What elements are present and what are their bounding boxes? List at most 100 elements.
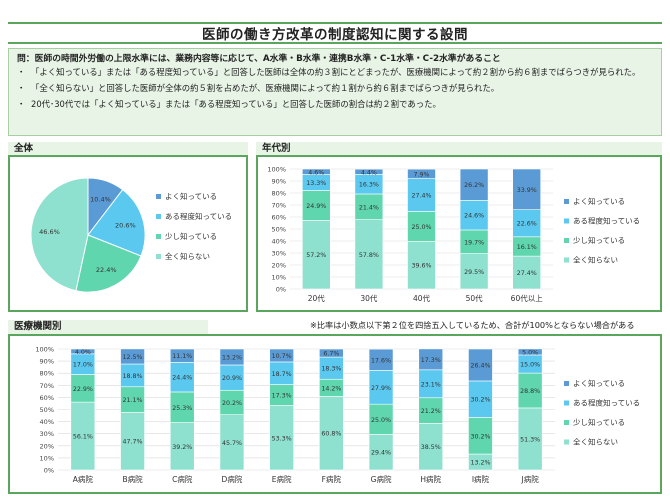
hospital-legend-swatch-3: [564, 420, 569, 425]
hospital-ytick-7: 70%: [40, 382, 54, 390]
age-bar-label-1-2: 24.9%: [306, 203, 326, 210]
pie-legend-label-3: 少し知っている: [165, 231, 217, 241]
age-bar-2-2: [354, 193, 384, 220]
hospital-bar-10-2: [517, 372, 543, 409]
bullet-1: 「よく知っている」または「ある程度知っている」と回答した医師は全体の約３割にとど…: [17, 66, 653, 79]
age-bar-label-2-3: 16.3%: [359, 182, 379, 189]
hospital-bar-label-8-4: 17.3%: [421, 357, 441, 364]
hospital-bar-label-10-4: 5.0%: [522, 349, 538, 356]
hospital-xtick-7: G病院: [371, 474, 392, 484]
hospital-bar-label-1-2: 22.9%: [73, 386, 93, 393]
hospital-legend-swatch-2: [564, 400, 569, 406]
pie-slice-label-2: 20.6%: [115, 222, 136, 230]
pie-legend-swatch-1: [156, 194, 161, 199]
bullet-3: 20代･30代では「よく知っている」または「ある程度知っている」と回答した医師の…: [17, 98, 653, 111]
page-title: 医師の働き方改革の制度認知に関する設問: [202, 27, 468, 43]
question-text: 問：医師の時間外労働の上限水準には、業務内容等に応じて、A水準・B水準・連携B水…: [17, 54, 501, 64]
pie-slice-label-1: 10.4%: [90, 195, 111, 203]
age-xtick-1: 20代: [308, 293, 326, 303]
age-bar-label-3-4: 7.9%: [414, 171, 430, 178]
age-bar-label-1-4: 4.6%: [308, 169, 324, 176]
hospital-xtick-2: B病院: [122, 474, 143, 484]
age-ytick-10: 100%: [267, 166, 286, 174]
hospital-bar-7-2: [368, 403, 394, 435]
hospital-bar-4-4: [219, 348, 245, 366]
age-bar-label-4-3: 24.6%: [464, 213, 484, 220]
hospital-legend-label-2: ある程度知っている: [573, 398, 640, 408]
hospital-bar-label-3-3: 24.4%: [172, 375, 192, 382]
hospital-bar-label-6-4: 6.7%: [323, 351, 339, 358]
age-ytick-8: 80%: [272, 190, 286, 198]
pie-panel: 10.4% 20.6% 22.4% 46.6% よく知っている ある程度知っている 少し知っ…: [8, 155, 248, 312]
hospital-bar-2-4: [120, 348, 145, 365]
pie-legend-label-1: よく知っている: [165, 191, 217, 201]
hospital-bar-label-3-2: 25.3%: [172, 405, 192, 412]
age-bar-5-4: [512, 168, 541, 210]
age-bar-3-4: [407, 168, 436, 179]
hospital-bar-9-2: [468, 417, 493, 455]
age-ytick-5: 50%: [272, 226, 286, 234]
hospital-ytick-4: 40%: [40, 418, 54, 426]
hospital-bar-label-8-2: 21.2%: [421, 408, 441, 415]
age-bar-label-5-2: 16.1%: [517, 244, 537, 251]
hospital-bar-7-4: [368, 348, 394, 371]
age-bar-chart: 0% 10% 20% 30% 40% 50% 60% 70% 80% 90% 100% 57.2% 24…: [267, 166, 640, 304]
hospital-xtick-6: F病院: [322, 474, 342, 484]
age-xtick-5: 60代以上: [511, 293, 544, 303]
hospital-section-label: 医療機関別: [8, 320, 208, 334]
pie-legend-label-4: 全く知らない: [165, 251, 210, 261]
age-bar-label-5-1: 27.4%: [517, 270, 537, 277]
pie-legend-label-2: ある程度知っている: [165, 211, 232, 221]
age-bar-5-1: [512, 255, 541, 290]
hospital-bar-3-4: [169, 348, 195, 363]
age-ytick-0: 0%: [276, 286, 286, 294]
pie-chart: 10.4% 20.6% 22.4% 46.6% よく知っているある程度知っている少し知っ…: [30, 177, 232, 293]
age-ytick-4: 40%: [272, 238, 286, 246]
hospital-bar-label-10-1: 51.3%: [520, 436, 540, 443]
hospital-ytick-5: 50%: [40, 406, 54, 414]
hospital-ytick-1: 10%: [40, 454, 54, 462]
hospital-ytick-3: 30%: [40, 430, 54, 438]
hospital-ytick-2: 20%: [40, 442, 54, 450]
age-bar-4-4: [459, 168, 489, 201]
hospital-bar-label-6-3: 18.3%: [321, 366, 341, 373]
age-bar-4-3: [459, 200, 489, 231]
hospital-legend-swatch-4: [564, 439, 569, 445]
pie-slice-3: [75, 234, 142, 293]
age-legend-label-3: 少し知っている: [573, 235, 625, 245]
hospital-bar-label-10-3: 15.0%: [520, 362, 540, 369]
age-panel: 0% 10% 20% 30% 40% 50% 60% 70% 80% 90% 100% 57.2% 24…: [256, 155, 662, 312]
age-legend-label-2: ある程度知っている: [573, 216, 640, 226]
hospital-bar-10-4: [517, 348, 543, 356]
age-bar-label-3-1: 39.6%: [411, 263, 431, 270]
hospital-bar-label-8-3: 23.1%: [421, 381, 441, 388]
hospital-bar-label-2-1: 47.7%: [123, 439, 143, 446]
hospital-bar-label-4-1: 45.7%: [222, 440, 242, 447]
age-legend-label-1: よく知っている: [573, 196, 625, 206]
age-ytick-6: 60%: [272, 214, 286, 222]
age-bar-3-2: [407, 211, 436, 242]
hospital-bar-5-1: [269, 405, 294, 471]
hospital-bar-label-7-2: 25.0%: [371, 417, 391, 424]
page-title-bar: 医師の働き方改革の制度認知に関する設問: [8, 22, 662, 44]
age-bar-2-4: [354, 168, 384, 175]
age-bar-label-1-1: 57.2%: [306, 252, 326, 259]
age-bar-1-4: [301, 168, 331, 175]
pie-slice-4: [30, 177, 89, 292]
age-legend-swatch-1: [564, 199, 569, 204]
hospital-bar-9-4: [468, 348, 493, 382]
hospital-ytick-8: 80%: [40, 370, 54, 378]
hospital-bar-label-1-4: 4.0%: [75, 349, 91, 356]
hospital-bar-label-10-2: 28.8%: [520, 388, 540, 395]
age-ytick-2: 20%: [272, 262, 286, 270]
age-legend-label-4: 全く知らない: [573, 255, 618, 265]
hospital-ytick-9: 90%: [40, 358, 54, 366]
age-legend-swatch-3: [564, 238, 569, 243]
age-ytick-7: 70%: [272, 202, 286, 210]
age-legend-swatch-4: [564, 257, 569, 263]
hospital-bar-label-2-3: 18.8%: [123, 373, 143, 380]
hospital-legend-label-1: よく知っている: [573, 378, 625, 388]
hospital-bar-label-4-3: 20.9%: [222, 375, 242, 382]
age-bar-label-2-1: 57.8%: [359, 252, 379, 259]
age-bar-label-1-3: 13.3%: [306, 180, 326, 187]
